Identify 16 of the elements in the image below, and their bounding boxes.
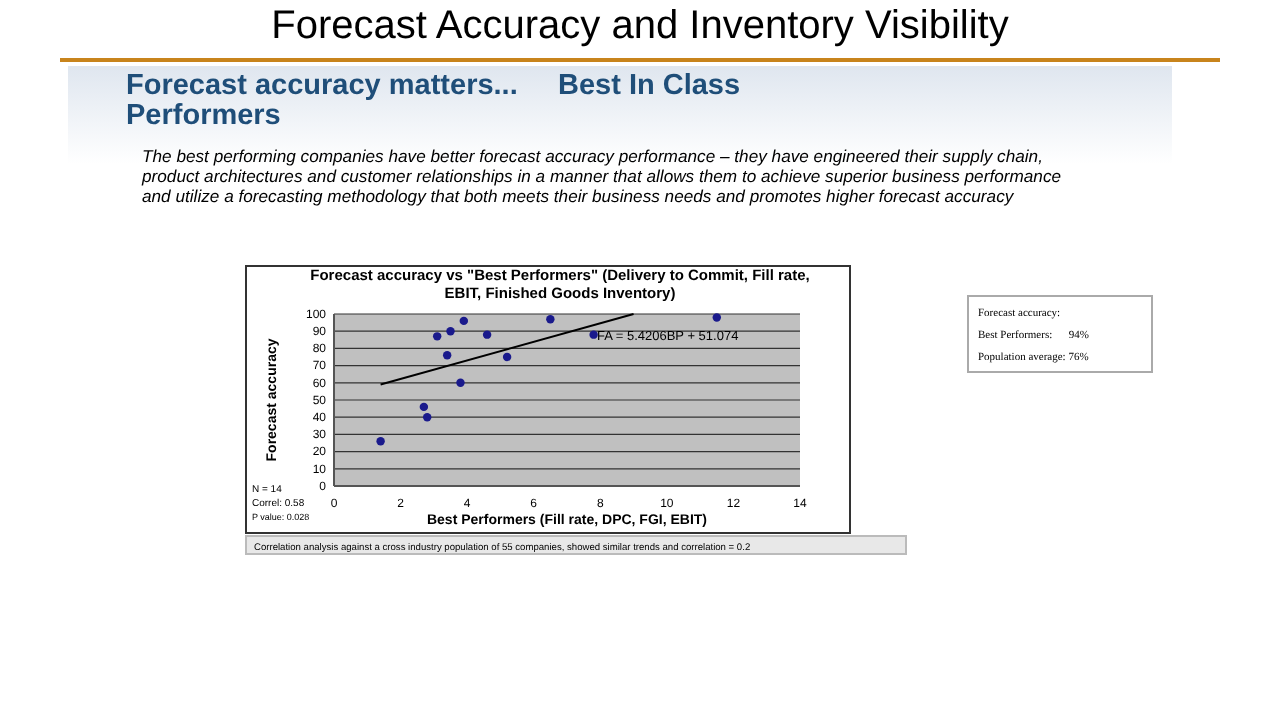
point	[456, 378, 465, 388]
point	[459, 316, 469, 326]
point	[502, 352, 512, 362]
point	[442, 351, 452, 360]
point	[376, 437, 385, 446]
point	[419, 402, 429, 412]
point	[589, 330, 598, 339]
point	[482, 330, 492, 339]
point	[446, 326, 455, 336]
point	[546, 314, 555, 324]
point	[432, 332, 442, 341]
text: The best performing companies have better forecast accuracy performance – they have engineered their supply chain, product architectures and customer relationships in a manner that allows them to achieve superior business performance and utilize a forecasting methodology that both meets their business needs and promotes higher forecast accuracy	[142, 146, 1064, 206]
chart-subtitle: Forecast accuracy matters... Best In Class Performers	[126, 70, 743, 132]
point	[712, 313, 722, 322]
point	[422, 412, 432, 422]
chart-title: Forecast Accuracy and Inventory Visibility	[269, 4, 1011, 50]
